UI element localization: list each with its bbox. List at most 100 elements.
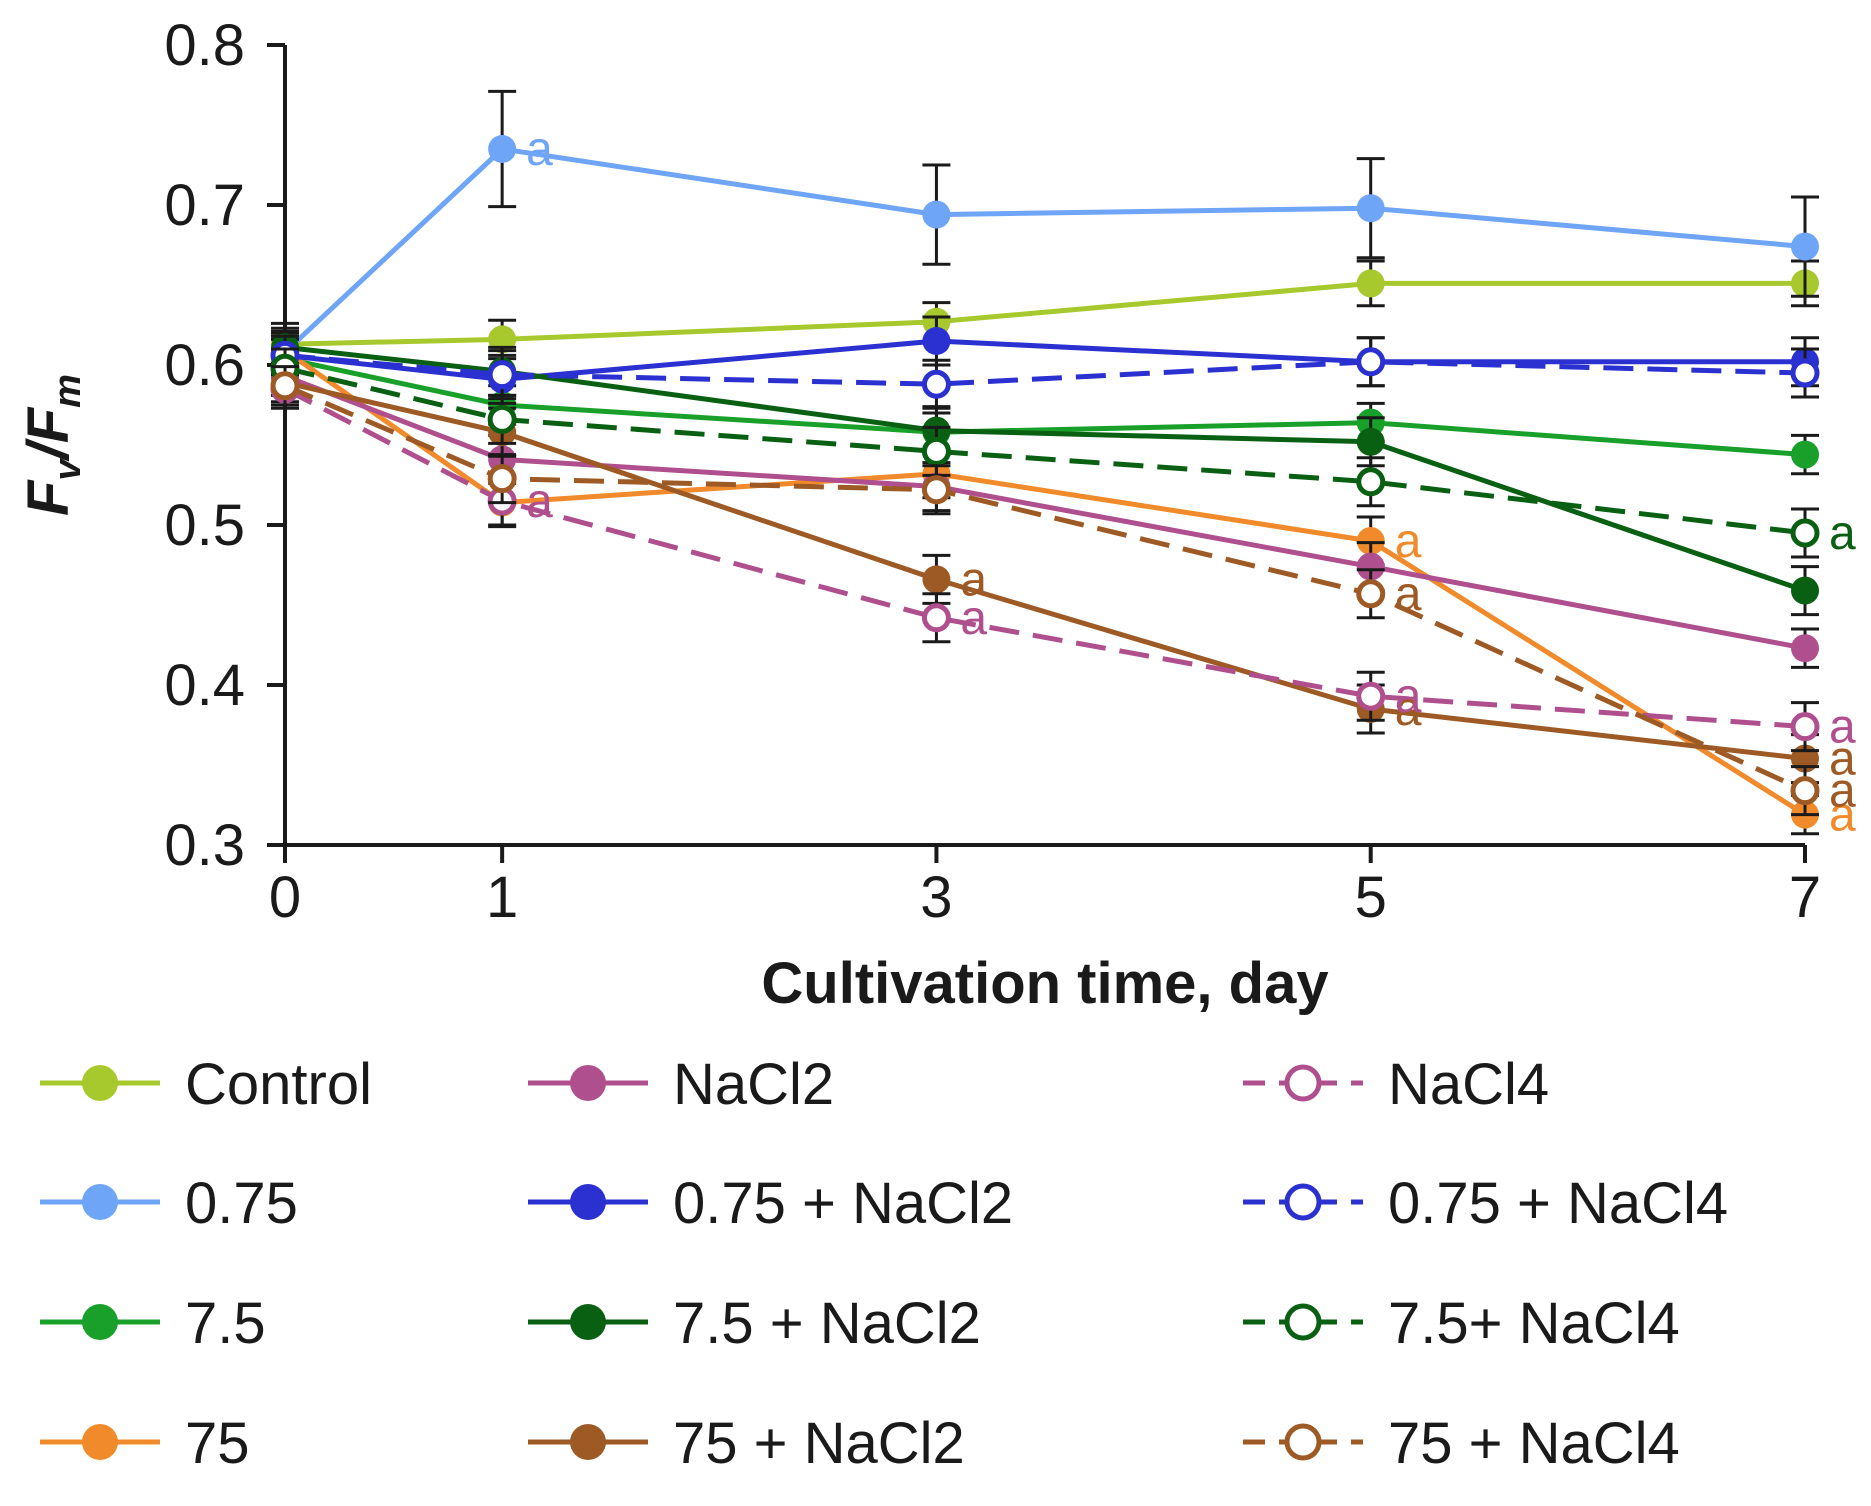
y-axis-title-sub-m: m	[47, 374, 89, 408]
legend-swatch-marker	[1284, 1303, 1322, 1341]
legend-item: 0.75 + NaCl4	[1243, 1171, 1728, 1236]
legend-item: 75 + NaCl2	[528, 1411, 965, 1476]
legend-item: NaCl4	[1243, 1052, 1549, 1117]
legend-label: 0.75	[185, 1171, 298, 1236]
y-tick-label: 0.7	[164, 173, 245, 238]
significance-letter: a	[1395, 683, 1422, 736]
y-tick-label: 0.4	[164, 653, 245, 718]
legend-label: 7.5 + NaCl2	[673, 1291, 981, 1356]
legend-swatch-marker	[570, 1304, 606, 1340]
data-point	[487, 464, 517, 494]
data-point	[1356, 427, 1385, 456]
x-tick-label: 5	[1355, 865, 1387, 930]
legend-label: 7.5+ NaCl4	[1388, 1291, 1680, 1356]
significance-letter: a	[1395, 670, 1422, 723]
legend-swatch-marker	[82, 1304, 118, 1340]
legend-item: 75 + NaCl4	[1243, 1411, 1680, 1476]
x-axis-title: Cultivation time, day	[761, 951, 1328, 1016]
legend-item: 75	[40, 1411, 250, 1476]
legend-label: 75 + NaCl4	[1388, 1411, 1680, 1476]
data-point	[1790, 712, 1820, 742]
significance-letter: a	[1395, 515, 1422, 568]
significance-letter: a	[960, 592, 987, 645]
legend-label: 7.5	[185, 1291, 266, 1356]
significance-letter: a	[960, 553, 987, 606]
legend-swatch-marker	[570, 1424, 606, 1460]
legend-swatch-marker	[1284, 1423, 1322, 1461]
significance-letter: a	[1829, 701, 1856, 754]
legend-item: 7.5	[40, 1291, 266, 1356]
data-point	[1356, 467, 1386, 497]
legend-item: Control	[40, 1052, 372, 1117]
data-point	[1791, 232, 1819, 261]
legend-swatch-marker	[82, 1065, 118, 1101]
legend-item: 0.75 + NaCl2	[528, 1171, 1013, 1236]
legend-label: Control	[185, 1052, 372, 1117]
data-point	[1791, 576, 1819, 605]
data-point	[1356, 552, 1385, 581]
significance-letter: a	[526, 475, 553, 528]
data-point	[921, 475, 951, 505]
legend-label: NaCl2	[673, 1052, 834, 1117]
significance-letter: a	[1829, 733, 1856, 786]
significance-letter: a	[1829, 789, 1856, 842]
series-line	[284, 383, 1807, 793]
significance-letter: a	[1395, 568, 1422, 621]
data-point	[921, 603, 951, 633]
legend-swatch-marker	[82, 1424, 118, 1460]
data-point	[1790, 358, 1820, 388]
x-tick-label: 7	[1789, 865, 1821, 930]
data-point	[922, 565, 951, 594]
data-point	[1356, 681, 1386, 711]
legend-swatch-marker	[1284, 1183, 1322, 1221]
legend-item: 0.75	[40, 1171, 298, 1236]
x-ticks: 0 1 3 5 7	[269, 845, 1821, 930]
significance-letter: a	[1829, 507, 1856, 560]
data-point	[1356, 579, 1386, 609]
legend-swatch-marker	[570, 1184, 606, 1220]
series-7-5-nacl4	[270, 347, 1820, 559]
legend-label: 75	[185, 1411, 250, 1476]
legend-swatch-marker	[82, 1184, 118, 1220]
legend-label: NaCl4	[1388, 1052, 1549, 1117]
y-axis-title-f2: F	[16, 406, 81, 443]
data-point	[1356, 527, 1385, 555]
legend-item: 7.5+ NaCl4	[1243, 1291, 1680, 1356]
legend-item: 7.5 + NaCl2	[528, 1291, 981, 1356]
data-point	[1791, 634, 1819, 663]
series-line	[284, 365, 1806, 536]
data-point	[487, 404, 517, 434]
data-point	[1790, 518, 1820, 548]
data-point	[922, 327, 951, 355]
x-tick-label: 0	[269, 865, 301, 930]
y-tick-label: 0.6	[164, 333, 245, 398]
data-point	[488, 135, 517, 163]
data-point	[1356, 194, 1385, 223]
significance-letter: a	[1829, 765, 1856, 818]
y-tick-label: 0.3	[164, 813, 245, 878]
data-point	[921, 369, 951, 399]
legend-label: 0.75 + NaCl4	[1388, 1171, 1728, 1236]
data-point	[270, 371, 300, 401]
series-line	[283, 146, 1806, 355]
data-point	[922, 200, 951, 229]
data-point	[1791, 440, 1819, 469]
y-axis-title-f1: F	[16, 479, 81, 516]
data-point	[1790, 776, 1820, 806]
y-ticks: 0.3 0.4 0.5 0.6 0.7 0.8	[164, 13, 285, 878]
axes	[283, 45, 1805, 847]
y-tick-label: 0.8	[164, 13, 245, 78]
legend-swatch-marker	[1284, 1064, 1322, 1102]
legend: Control 0.75 7.5 75 NaCl2 0.75 + NaCl2 7.5 + N…	[40, 1052, 1728, 1476]
significance-letter: a	[526, 123, 553, 176]
legend-swatch-marker	[570, 1065, 606, 1101]
x-tick-label: 3	[920, 865, 952, 930]
y-axis-title-sub-v: v	[47, 458, 89, 481]
series-line	[284, 352, 1806, 387]
data-point	[1356, 269, 1385, 298]
series-layer	[270, 89, 1820, 836]
x-tick-label: 1	[486, 865, 518, 930]
legend-label: 0.75 + NaCl2	[673, 1171, 1013, 1236]
legend-item: NaCl2	[528, 1052, 834, 1117]
